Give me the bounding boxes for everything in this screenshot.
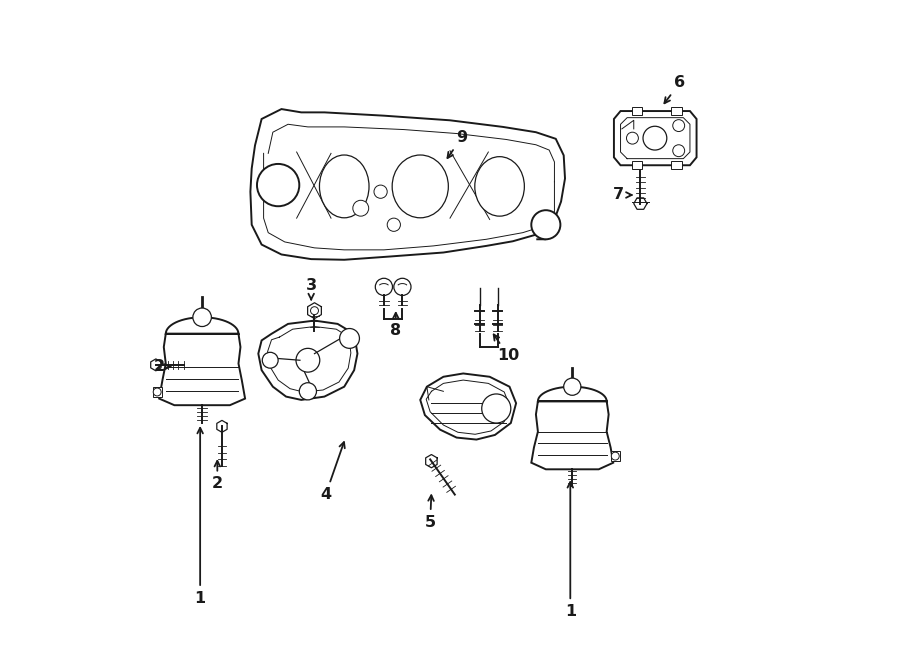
Polygon shape [250, 109, 565, 260]
Text: 3: 3 [306, 278, 317, 299]
Text: 6: 6 [664, 75, 686, 103]
Circle shape [387, 218, 400, 231]
Circle shape [339, 329, 359, 348]
Circle shape [375, 278, 392, 295]
Circle shape [394, 278, 411, 295]
Polygon shape [531, 387, 613, 469]
Circle shape [626, 132, 638, 144]
Circle shape [193, 308, 212, 327]
Text: 7: 7 [613, 188, 632, 202]
Polygon shape [671, 107, 682, 115]
Polygon shape [420, 373, 516, 440]
Circle shape [153, 388, 161, 396]
Text: 4: 4 [320, 442, 345, 502]
Text: 8: 8 [391, 313, 401, 338]
Text: 9: 9 [447, 130, 467, 158]
Circle shape [673, 145, 685, 157]
Polygon shape [671, 161, 682, 169]
Circle shape [310, 307, 319, 315]
Circle shape [300, 383, 317, 400]
Polygon shape [614, 111, 697, 165]
Ellipse shape [392, 155, 448, 218]
Ellipse shape [320, 155, 369, 218]
Circle shape [374, 185, 387, 198]
Circle shape [353, 200, 369, 216]
Polygon shape [153, 387, 163, 397]
Circle shape [257, 164, 300, 206]
Text: 1: 1 [564, 482, 576, 619]
Circle shape [262, 352, 278, 368]
Polygon shape [610, 451, 620, 461]
Text: 2: 2 [154, 360, 170, 374]
Polygon shape [258, 321, 357, 400]
Text: 5: 5 [425, 495, 436, 529]
Circle shape [673, 120, 685, 132]
Circle shape [482, 394, 511, 423]
Polygon shape [632, 161, 643, 169]
Circle shape [296, 348, 320, 372]
Circle shape [563, 378, 580, 395]
Ellipse shape [475, 157, 525, 216]
Polygon shape [632, 107, 643, 115]
Text: 2: 2 [212, 461, 223, 491]
Text: 10: 10 [494, 334, 519, 363]
Circle shape [611, 452, 619, 460]
Polygon shape [159, 317, 245, 405]
Circle shape [531, 210, 561, 239]
Text: 1: 1 [194, 428, 206, 605]
Circle shape [643, 126, 667, 150]
